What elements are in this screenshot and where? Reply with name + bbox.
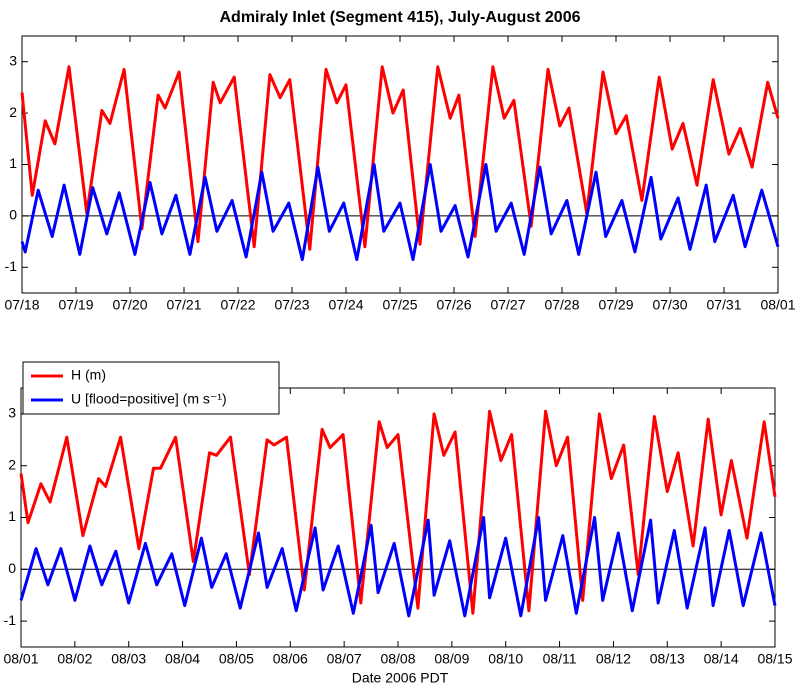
x-tick-label: 08/08 — [380, 651, 415, 667]
x-tick-label: 08/11 — [543, 651, 577, 667]
y-tick-label: 2 — [9, 104, 17, 120]
x-tick-label: 07/18 — [4, 297, 39, 313]
y-tick-label: 3 — [8, 405, 16, 421]
x-tick-label: 07/24 — [328, 297, 363, 313]
plot-area — [21, 35, 779, 294]
x-tick-label: 08/12 — [596, 651, 631, 667]
x-tick-label: 07/25 — [382, 297, 417, 313]
x-tick-label: 08/04 — [165, 651, 200, 667]
x-tick-label: 07/29 — [598, 297, 633, 313]
x-tick-label: 07/28 — [544, 297, 579, 313]
y-tick-label: 1 — [8, 508, 16, 524]
x-tick-label: 08/06 — [273, 651, 308, 667]
x-tick-label: 07/21 — [166, 297, 201, 313]
y-tick-label: -1 — [4, 612, 17, 628]
series-line — [19, 516, 777, 618]
x-axis-label: Date 2006 PDT — [352, 670, 449, 686]
x-tick-label: 08/02 — [57, 651, 92, 667]
x-tick-label: 07/27 — [490, 297, 525, 313]
x-tick-label: 08/14 — [704, 651, 739, 667]
x-tick-label: 08/15 — [757, 651, 792, 667]
x-tick-label: 08/01 — [760, 297, 795, 313]
x-tick-label: 07/26 — [436, 297, 471, 313]
y-tick-label: 0 — [9, 207, 17, 223]
x-tick-label: 08/09 — [434, 651, 469, 667]
series-line — [19, 409, 777, 615]
x-tick-label: 07/31 — [706, 297, 741, 313]
y-tick-label: 0 — [8, 560, 16, 576]
x-tick-label: 07/23 — [274, 297, 309, 313]
series-line — [20, 163, 780, 262]
y-tick-label: 3 — [9, 52, 17, 68]
x-tick-label: 07/20 — [112, 297, 147, 313]
y-tick-label: 1 — [9, 155, 17, 171]
x-tick-label: 08/07 — [327, 651, 362, 667]
x-tick-label: 08/05 — [219, 651, 254, 667]
legend-label: U [flood=positive] (m s⁻¹) — [71, 391, 227, 407]
x-tick-label: 07/30 — [652, 297, 687, 313]
y-tick-label: 2 — [8, 456, 16, 472]
chart-title: Admiraly Inlet (Segment 415), July-Augus… — [220, 9, 581, 26]
x-tick-label: 08/13 — [650, 651, 685, 667]
legend-box — [22, 361, 280, 415]
x-tick-label: 07/19 — [58, 297, 93, 313]
x-tick-label: 08/10 — [488, 651, 523, 667]
x-tick-label: 08/03 — [111, 651, 146, 667]
x-tick-label: 07/22 — [220, 297, 255, 313]
x-tick-label: 08/01 — [3, 651, 38, 667]
legend-label: H (m) — [71, 367, 106, 383]
y-tick-label: -1 — [5, 258, 18, 274]
